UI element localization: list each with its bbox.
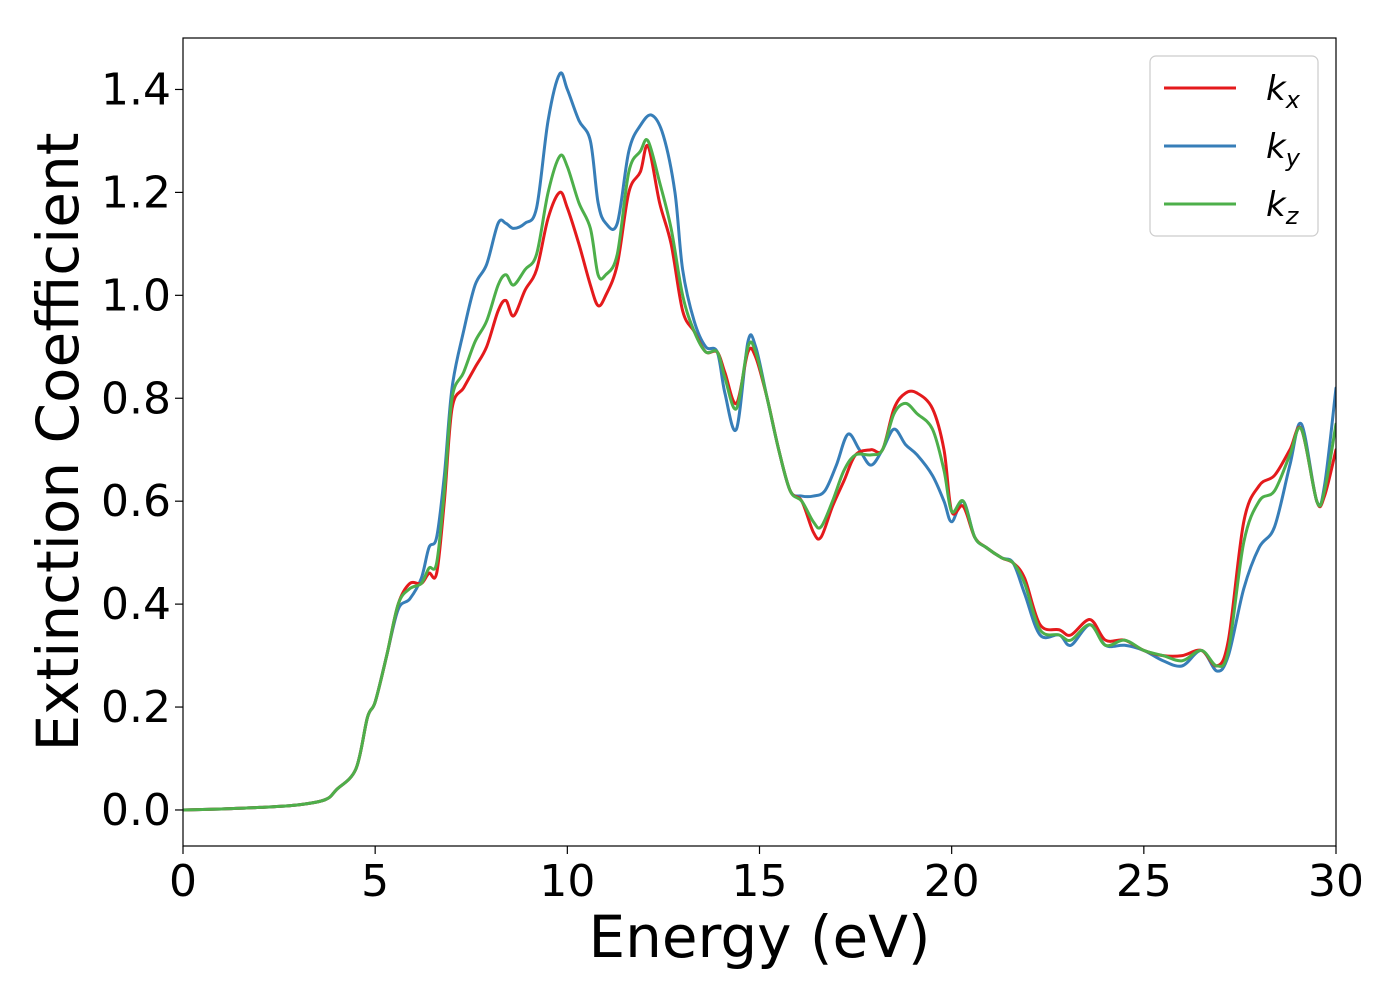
y-tick-label: 0.8	[101, 373, 171, 424]
legend-label-k-y: ky	[1266, 127, 1301, 172]
y-tick-label: 1.2	[101, 167, 171, 218]
x-axis-title: Energy (eV)	[588, 903, 930, 971]
x-tick-label: 5	[361, 856, 389, 907]
y-axis-title: Extinction Coefficient	[24, 133, 92, 752]
x-tick-label: 25	[1116, 856, 1172, 907]
series-layer	[183, 71, 1336, 812]
y-tick-label: 1.0	[101, 270, 171, 321]
legend-label-k-x: kx	[1266, 69, 1301, 114]
x-tick-label: 10	[539, 856, 595, 907]
y-axis-ticks: 0.0 0.2 0.4 0.6 0.8 1.0 1.2 1.4	[101, 64, 183, 836]
x-tick-label: 0	[169, 856, 197, 907]
x-tick-label: 15	[732, 856, 788, 907]
y-tick-label: 0.4	[101, 579, 171, 630]
y-tick-label: 0.0	[101, 785, 171, 836]
y-tick-label: 1.4	[101, 64, 171, 115]
x-tick-label: 30	[1308, 856, 1364, 907]
x-tick-label: 20	[924, 856, 980, 907]
x-axis-ticks: 0 5 10 15 20 25 30	[169, 846, 1364, 907]
series-line-k-z	[183, 138, 1336, 812]
y-tick-label: 0.2	[101, 682, 171, 733]
legend: kx ky kz	[1149, 55, 1319, 237]
legend-label-k-z: kz	[1266, 185, 1300, 230]
y-tick-label: 0.6	[101, 476, 171, 527]
